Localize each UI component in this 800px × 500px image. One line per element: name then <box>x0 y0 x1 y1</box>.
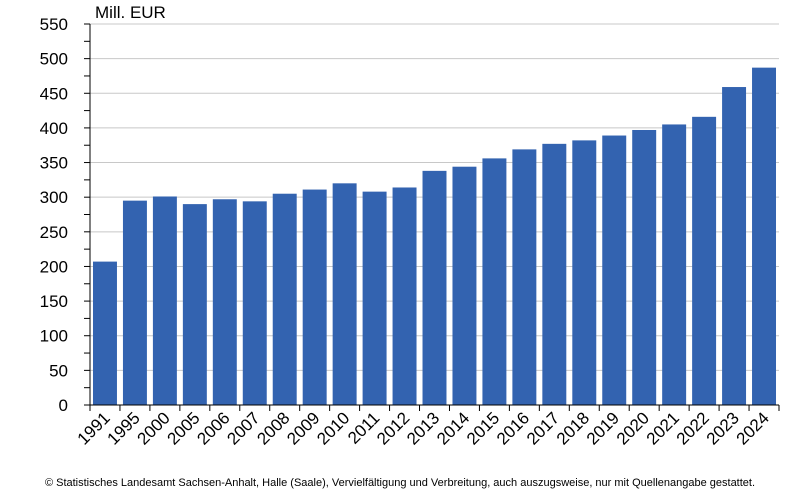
bar <box>362 191 387 405</box>
bar <box>572 140 597 406</box>
bar <box>692 116 717 406</box>
bar <box>152 196 177 405</box>
x-tick-label: 2010 <box>313 408 353 448</box>
bar <box>392 187 417 405</box>
x-tick-label: 1991 <box>74 408 114 448</box>
x-tick-label: 2017 <box>523 408 563 448</box>
axis-layer <box>84 23 780 411</box>
bar <box>92 261 117 405</box>
x-tick-label: 2023 <box>703 408 743 448</box>
x-tick-label: 2007 <box>223 408 263 448</box>
y-unit-label: Mill. EUR <box>95 3 166 22</box>
y-tick-label: 250 <box>40 223 68 242</box>
y-tick-label: 300 <box>40 188 68 207</box>
y-tick-label: 400 <box>40 119 68 138</box>
x-tick-label: 2016 <box>493 408 533 448</box>
y-tick-label: 50 <box>49 361 68 380</box>
bar <box>452 166 477 405</box>
bar <box>482 158 507 405</box>
bar <box>122 200 147 405</box>
bar <box>212 199 237 405</box>
x-tick-label: 2013 <box>403 408 443 448</box>
chart-svg: 0 50 100 150 200 250 300 350 400 450 500 550 1991199… <box>40 3 780 449</box>
x-tick-label: 1995 <box>104 408 144 448</box>
bar <box>722 87 747 406</box>
x-tick-label: 2014 <box>433 408 473 448</box>
x-tick-label: 2015 <box>463 408 503 448</box>
bar <box>332 183 357 405</box>
bar <box>662 124 687 405</box>
x-tick-label: 2011 <box>344 408 383 447</box>
bar <box>422 170 447 405</box>
x-tick-label: 2024 <box>733 408 773 448</box>
x-tick-label: 2009 <box>283 408 323 448</box>
x-tick-label: 2020 <box>613 408 653 448</box>
bar <box>302 189 327 405</box>
bar <box>512 149 537 405</box>
x-tick-label: 2008 <box>253 408 293 448</box>
x-tick-label: 2012 <box>373 408 413 448</box>
bar <box>182 204 207 405</box>
bar <box>242 201 267 405</box>
bar <box>752 67 777 405</box>
bar <box>272 193 297 405</box>
y-tick-label: 100 <box>40 327 68 346</box>
bar-layer <box>92 67 777 406</box>
y-tick-label: 150 <box>40 292 68 311</box>
x-tick-label: 2021 <box>643 408 683 448</box>
bar <box>602 135 627 405</box>
x-tick-label: 2000 <box>134 408 174 448</box>
x-tick-label: 2018 <box>553 408 593 448</box>
y-tick-label: 450 <box>40 84 68 103</box>
y-tick-label: 550 <box>40 15 68 34</box>
x-tick-label: 2019 <box>583 408 623 448</box>
x-tick-label: 2006 <box>193 408 233 448</box>
x-tick-label: 2005 <box>163 408 203 448</box>
x-tick-label: 2022 <box>673 408 713 448</box>
y-tick-label: 200 <box>40 257 68 276</box>
y-tick-label: 0 <box>59 396 68 415</box>
copyright-footer: © Statistisches Landesamt Sachsen-Anhalt… <box>44 477 756 489</box>
y-tick-label: 350 <box>40 154 68 173</box>
bar <box>632 129 657 405</box>
y-tick-label: 500 <box>40 50 68 69</box>
bar <box>542 143 567 406</box>
